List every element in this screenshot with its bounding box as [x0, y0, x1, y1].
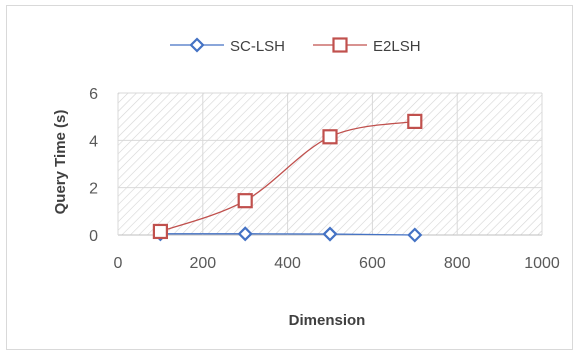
- legend-swatch-e2lsh: [313, 37, 367, 53]
- data-point-sc-lsh: [407, 227, 423, 243]
- legend-swatch-sc-lsh: [170, 37, 224, 53]
- legend-item-sc-lsh: SC-LSH: [170, 37, 285, 55]
- data-point-e2lsh: [322, 129, 338, 145]
- x-tick-label: 0: [114, 255, 123, 272]
- legend-label-e2lsh: E2LSH: [373, 38, 421, 55]
- x-axis-title: Dimension: [289, 312, 366, 329]
- tick-labels: 0 2 4 6 0 200 400 600 800 1000: [89, 86, 560, 272]
- legend-label-sc-lsh: SC-LSH: [230, 38, 285, 55]
- series-line-e2lsh: [160, 120, 415, 233]
- legend-item-e2lsh: E2LSH: [313, 37, 421, 55]
- legend-marker: [189, 37, 205, 53]
- data-point-sc-lsh: [237, 226, 253, 242]
- series-e2lsh: [152, 113, 423, 240]
- legend: SC-LSH E2LSH: [170, 37, 421, 55]
- x-tick-label: 400: [274, 255, 301, 272]
- y-tick-label: 6: [89, 86, 98, 103]
- x-tick-label: 200: [189, 255, 216, 272]
- legend-marker: [332, 37, 348, 53]
- data-point-e2lsh: [152, 223, 168, 240]
- y-tick-label: 4: [89, 133, 98, 150]
- x-tick-label: 800: [444, 255, 471, 272]
- y-tick-label: 2: [89, 181, 98, 198]
- series-line-sc-lsh: [160, 233, 415, 236]
- gridlines: [117, 92, 543, 236]
- data-point-sc-lsh: [322, 226, 338, 242]
- data-point-e2lsh: [407, 113, 423, 130]
- y-tick-label: 0: [89, 228, 98, 245]
- x-tick-label: 600: [359, 255, 386, 272]
- series-layer: [152, 113, 423, 243]
- x-tick-label: 1000: [524, 255, 560, 272]
- y-axis-title: Query Time (s): [52, 110, 69, 215]
- plot-area: [118, 93, 542, 235]
- data-point-e2lsh: [237, 193, 253, 209]
